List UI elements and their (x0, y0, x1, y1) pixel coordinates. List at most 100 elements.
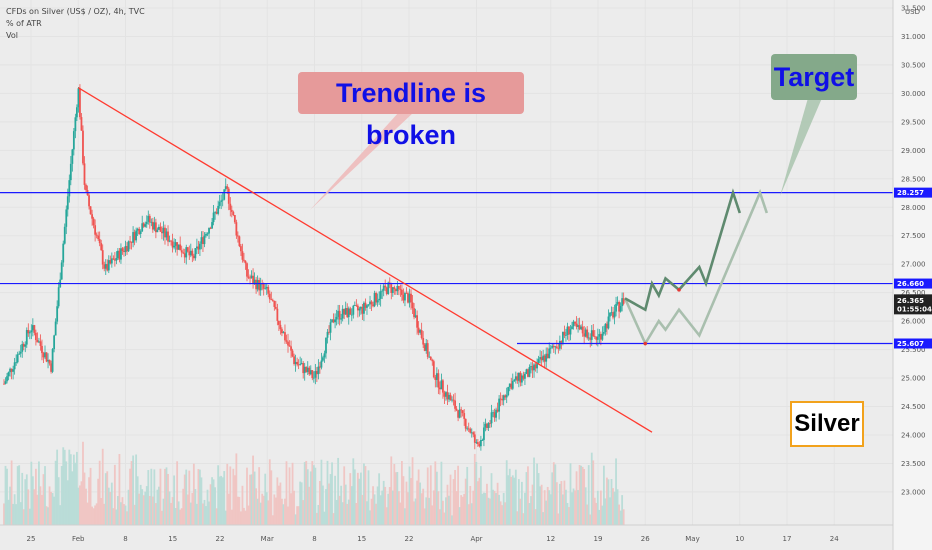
candle-body (21, 344, 24, 352)
volume-bar (97, 478, 100, 525)
volume-bar (148, 495, 151, 525)
candle-body (127, 241, 130, 252)
candle-body (435, 373, 438, 380)
price-tick-label: 24.500 (901, 403, 926, 411)
volume-bar (267, 500, 270, 525)
volume-bar (442, 500, 444, 525)
volume-bar (606, 477, 608, 525)
candle-body (186, 247, 189, 252)
volume-bar (589, 514, 592, 525)
volume-bar (147, 470, 150, 525)
candle-body (422, 337, 425, 345)
candle-body (158, 226, 160, 230)
volume-bar (481, 493, 484, 525)
volume-bar (478, 477, 481, 525)
volume-bar (21, 472, 24, 525)
candle-body (185, 247, 188, 258)
volume-bar (39, 486, 42, 525)
candle-body (487, 423, 490, 428)
candle-body (524, 373, 526, 379)
volume-bar (284, 498, 286, 525)
candle-body (373, 293, 376, 307)
candle-body (103, 264, 106, 269)
candle-body (262, 283, 265, 289)
candle-body (475, 442, 478, 443)
volume-bar (592, 460, 595, 525)
candle-body (610, 312, 613, 314)
volume-bar (346, 503, 349, 525)
volume-bar (569, 463, 572, 525)
candle-body (300, 363, 303, 365)
volume-bar (496, 482, 499, 525)
volume-bar (288, 467, 291, 525)
volume-bar (221, 477, 224, 525)
volume-bar (387, 493, 390, 525)
candle-body (277, 320, 280, 325)
volume-bar (139, 484, 142, 525)
volume-bar (531, 484, 534, 525)
candle-body (34, 332, 37, 341)
candle-body (437, 373, 440, 388)
candle-body (221, 199, 224, 201)
candle-body (106, 264, 109, 271)
volume-bar (350, 486, 353, 525)
candle-body (428, 356, 431, 358)
volume-bar (426, 467, 429, 525)
volume-bar (100, 498, 103, 525)
volume-bar (50, 491, 52, 525)
candle-body (426, 343, 429, 357)
volume-bar (616, 489, 619, 525)
price-axis-currency: USD (905, 8, 920, 16)
candle-body (16, 354, 19, 363)
volume-bar (323, 511, 326, 525)
volume-bar (186, 494, 189, 525)
volume-bar (493, 490, 496, 525)
volume-bar (596, 490, 599, 525)
volume-bar (38, 461, 40, 525)
volume-bar (332, 513, 335, 525)
support-tag-text: 25.607 (897, 340, 924, 348)
volume-bar (563, 480, 566, 525)
candle-body (340, 318, 343, 320)
volume-bar (603, 465, 605, 525)
volume-bar (126, 511, 128, 525)
candle-body (240, 246, 242, 252)
candle-body (560, 340, 563, 343)
time-axis: 25 Feb 8 15 22 Mar 8 15 22 Apr 12 19 26 May 10 17 24 (0, 524, 893, 543)
volume-bar (449, 474, 452, 525)
candle-body (60, 262, 63, 280)
volume-bar (19, 502, 22, 525)
volume-bar (282, 504, 285, 525)
volume-bar (4, 465, 7, 525)
candle-body (440, 380, 443, 390)
target-callout[interactable]: Target (771, 54, 857, 100)
candle-body (566, 326, 569, 336)
volume-bar (31, 476, 34, 525)
candle-body (232, 211, 235, 216)
price-tick-label: 23.000 (901, 488, 926, 496)
volume-bar (62, 447, 65, 525)
candle-body (28, 332, 31, 334)
time-tick-label: May (685, 535, 699, 543)
candle-body (384, 285, 387, 288)
volume-bar (568, 507, 570, 525)
candle-body (299, 364, 302, 365)
projection-pivot-dot (677, 288, 681, 292)
trendline-callout[interactable]: Trendline is broken (298, 72, 524, 150)
candle-body (326, 331, 329, 338)
candle-body (10, 368, 13, 372)
candle-body (249, 277, 251, 279)
candle-body (15, 362, 18, 364)
candle-body (352, 305, 355, 315)
candle-body (271, 299, 274, 301)
asset-label[interactable]: Silver (790, 401, 864, 447)
volume-bar (192, 463, 195, 525)
candle-body (613, 311, 616, 318)
volume-bar (151, 496, 154, 525)
candle-body (586, 329, 589, 338)
volume-bar (162, 498, 165, 525)
volume-bar (612, 488, 614, 525)
candle-body (141, 223, 144, 232)
candle-body (438, 387, 441, 390)
